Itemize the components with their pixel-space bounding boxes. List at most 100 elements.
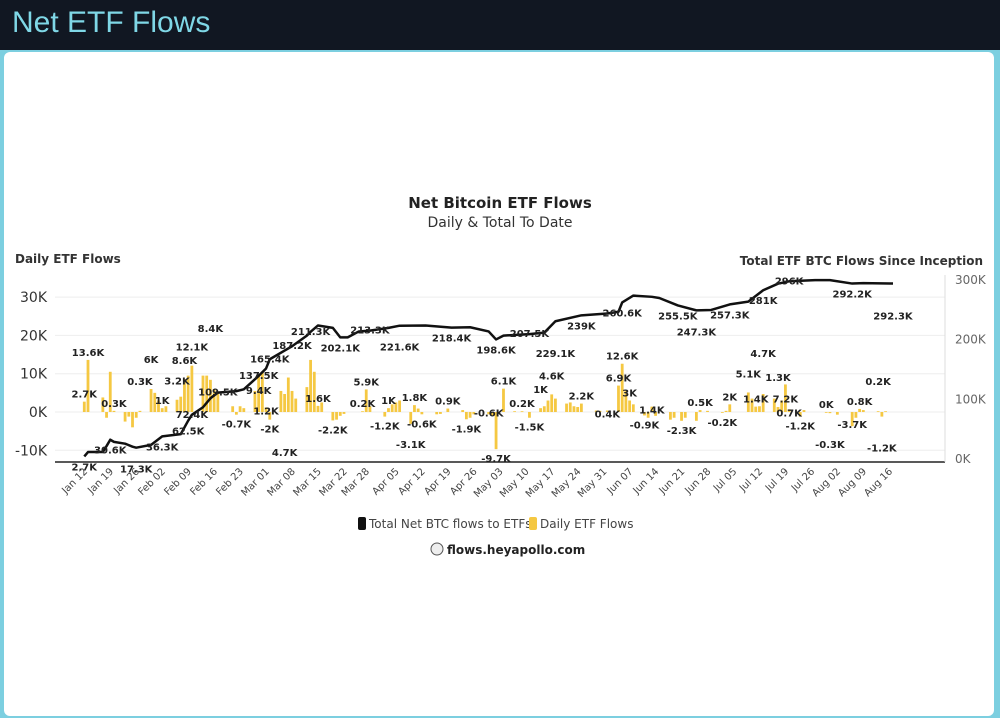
daily-flow-bar [754,406,758,412]
daily-data-label: 1.8K [402,393,429,404]
total-data-label: 62.5K [172,427,206,438]
total-data-label: 221.6K [380,343,421,354]
total-data-label: 229.1K [536,349,577,360]
x-tick-label: Aug 16 [862,466,895,499]
daily-flow-bar [617,385,620,412]
legend-total[interactable]: Total Net BTC flows to ETFs [368,517,531,531]
total-data-label: 17.3K [120,465,154,476]
daily-flow-bar [264,407,268,412]
daily-data-label: 4.7K [750,349,777,360]
daily-data-label: 9.4K [246,386,273,397]
daily-data-label: -9.7K [481,454,512,465]
daily-flow-bar [876,411,880,413]
daily-data-label: 2K [722,392,738,403]
daily-flow-bar [416,408,420,412]
daily-data-label: 4.6K [539,371,566,382]
daily-data-label: -0.2K [708,418,739,429]
daily-flow-bar [546,400,550,412]
daily-flow-bar [131,412,134,428]
total-data-label: 72.4K [176,410,210,421]
total-data-label: 36.3K [146,442,180,453]
daily-flow-bar [620,363,624,412]
daily-data-label: 8.6K [172,356,199,367]
daily-flow-bar [420,412,424,415]
daily-flow-bar [290,390,294,412]
total-data-label: 198.6K [476,345,517,356]
daily-data-label: 0.3K [127,377,154,388]
total-data-label: 257.3K [710,310,751,321]
daily-flow-bar [86,359,90,412]
daily-flow-bar [464,412,468,420]
daily-flow-bar [835,412,839,415]
daily-flow-bar [446,408,450,412]
daily-flow-bar [850,412,854,427]
daily-flow-bar [720,412,724,413]
daily-flow-bar [364,389,368,412]
daily-data-label: -1.2K [867,444,898,455]
total-data-label: 165.4K [250,354,291,365]
source-link[interactable]: flows.heyapollo.com [447,543,585,557]
daily-data-label: 1K [381,396,397,407]
daily-flow-bar [568,402,572,412]
left-tick-label: 10K [20,367,48,383]
daily-flow-bar [798,412,802,417]
daily-flow-bar [694,412,698,421]
daily-flow-bar [884,411,887,413]
total-data-label: 292.2K [832,290,873,301]
daily-data-label: 0.5K [687,398,714,409]
daily-flow-bar [858,408,862,412]
daily-flow-bar [572,406,576,412]
left-tick-label: 20K [20,328,48,344]
total-data-label: 247.3K [677,327,718,338]
daily-data-label: 13.6K [72,348,106,359]
daily-data-label: 3K [622,389,638,400]
x-tick-label: Jun 14 [631,466,662,497]
daily-flow-bar [257,375,261,412]
daily-data-label: -0.7K [222,420,253,431]
x-tick-label: Jun 28 [683,466,714,497]
daily-flow-bar [160,408,164,412]
daily-flow-bar [513,411,517,413]
daily-flow-bar [138,410,142,412]
daily-flow-bar [828,412,832,414]
daily-flow-bar [494,412,498,450]
daily-flow-bar [628,400,632,412]
daily-data-label: 1.6K [305,394,332,405]
daily-flow-bar [435,412,439,415]
daily-flow-bar [409,412,413,424]
x-tick-label: Jul 05 [711,466,739,494]
daily-data-label: 1.3K [765,373,792,384]
daily-flow-bar [383,412,387,417]
total-data-label: 202.1K [321,343,362,354]
daily-data-label: 6K [144,355,160,366]
total-data-label: 260.6K [602,308,643,319]
daily-flow-bar [112,410,116,412]
daily-data-label: -0.9K [630,420,661,431]
chart-card [4,52,994,716]
daily-flow-bar [468,412,472,418]
daily-data-label: 0.2K [865,377,892,388]
daily-flow-bar [539,408,542,412]
daily-flow-bar [309,359,312,412]
legend-swatch-total [358,517,366,530]
daily-flow-bar [368,406,372,412]
daily-data-label: 1K [155,396,171,407]
daily-flow-bar [550,394,554,412]
daily-flow-bar [212,389,216,412]
daily-flow-bar [520,411,524,413]
right-tick-label: 100K [955,392,987,406]
x-tick-label: May 31 [576,466,610,500]
daily-data-label: -1.2K [785,422,816,433]
daily-flow-bar [238,406,242,412]
daily-flow-bar [82,401,86,412]
daily-flow-bar [216,392,220,412]
left-axis-label: Daily ETF Flows [15,252,121,266]
legend-daily[interactable]: Daily ETF Flows [540,517,633,531]
daily-flow-bar [802,410,806,412]
total-data-label: 2.7K [72,462,99,473]
daily-flow-bar [784,384,787,412]
daily-data-label: -1.9K [452,424,483,435]
daily-flow-bar [724,410,728,412]
daily-flow-bar [123,412,127,422]
daily-flow-bar [179,396,183,412]
